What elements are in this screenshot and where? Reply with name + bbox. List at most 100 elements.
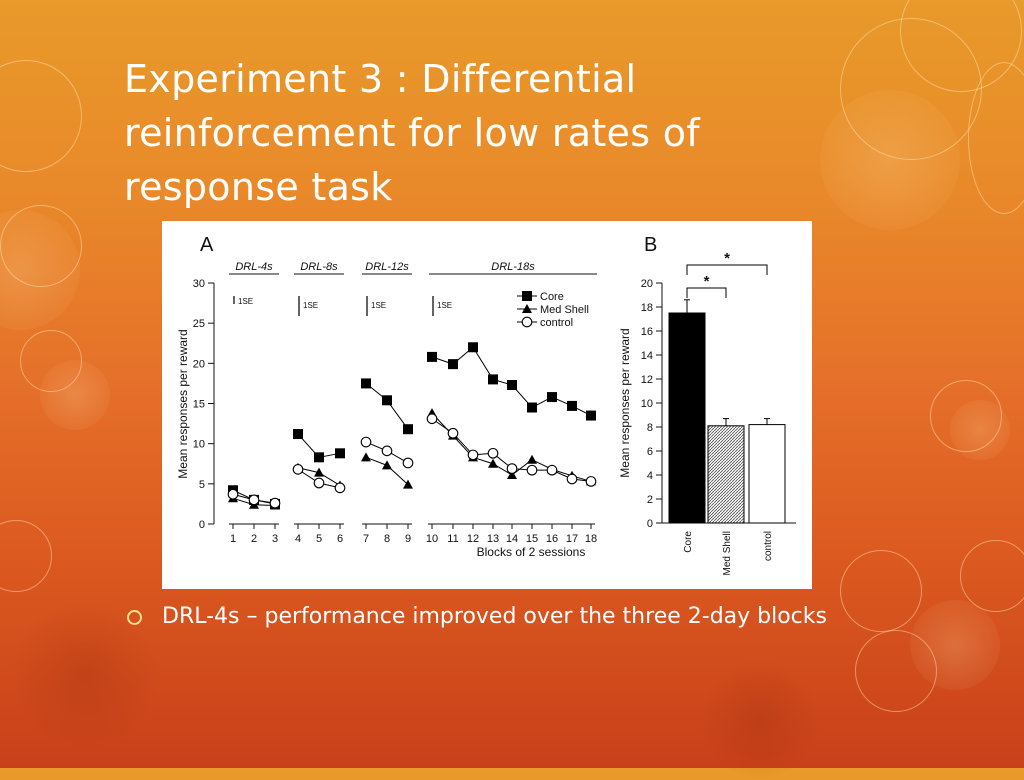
- marker-circle: [269, 497, 281, 509]
- marker-circle: [506, 463, 518, 474]
- marker-circle: [227, 488, 239, 500]
- marker-square: [468, 342, 478, 353]
- significance-star: *: [724, 250, 730, 267]
- marker-triangle: [527, 454, 537, 464]
- bullet-list: DRL-4s – performance improved over the t…: [124, 601, 884, 632]
- y-tick-label: 12: [641, 374, 653, 386]
- x-tick-label: 14: [506, 533, 518, 545]
- legend-label: Core: [540, 291, 564, 303]
- y-tick-label: 8: [647, 422, 653, 434]
- significance-star: *: [704, 273, 710, 290]
- error-bar-label: 1SE: [238, 297, 253, 306]
- marker-triangle: [361, 452, 371, 462]
- marker-circle: [381, 445, 393, 457]
- marker-square: [567, 400, 577, 411]
- marker-circle: [487, 447, 499, 459]
- marker-circle: [467, 449, 479, 461]
- y-tick-label: 10: [193, 439, 205, 451]
- y-tick-label: 20: [641, 278, 653, 290]
- bullet-text: DRL-4s – performance improved over the t…: [162, 604, 827, 629]
- marker-square: [527, 402, 537, 413]
- x-tick-label: 13: [487, 533, 499, 545]
- marker-square: [361, 378, 371, 389]
- y-tick-label: 2: [647, 494, 653, 506]
- panel-b-y-ticks: 0 2 4 6 8 10 12 14 16 18 20: [641, 278, 662, 530]
- panel-a-x-label: Blocks of 2 sessions: [477, 545, 586, 559]
- marker-square: [382, 395, 392, 406]
- y-tick-label: 14: [641, 350, 653, 362]
- panel-b-y-label: Mean responses per reward: [618, 328, 632, 477]
- x-tick-label: 18: [585, 533, 597, 545]
- legend-label: control: [540, 317, 573, 329]
- segment-label: DRL-8s: [300, 261, 338, 273]
- marker-square: [586, 410, 596, 421]
- marker-circle: [334, 482, 346, 494]
- x-tick-label: 6: [337, 533, 343, 545]
- legend-label: Med Shell: [540, 304, 589, 316]
- bar-control: [748, 424, 786, 524]
- x-tick-label: control: [763, 531, 774, 561]
- bullet-circle-icon: [127, 610, 142, 625]
- significance-bracket: [686, 264, 768, 275]
- bullet-item: DRL-4s – performance improved over the t…: [124, 601, 884, 632]
- y-tick-label: 10: [641, 398, 653, 410]
- x-tick-label: 1: [230, 533, 236, 545]
- marker-triangle: [488, 458, 498, 468]
- y-tick-label: 0: [199, 519, 205, 531]
- marker-triangle: [314, 467, 324, 477]
- x-tick-label: Core: [683, 531, 694, 553]
- error-bar-label: 1SE: [303, 301, 318, 310]
- marker-square: [488, 374, 498, 385]
- marker-circle: [426, 413, 438, 425]
- marker-triangle: [403, 479, 413, 489]
- series-core: [228, 342, 596, 509]
- y-tick-label: 25: [193, 318, 205, 330]
- y-tick-label: 30: [193, 278, 205, 290]
- panel-b-significance: **: [686, 250, 768, 298]
- y-tick-label: 5: [199, 479, 205, 491]
- segment-label: DRL-12s: [365, 261, 409, 273]
- y-tick-label: 16: [641, 326, 653, 338]
- y-tick-label: 20: [193, 358, 205, 370]
- marker-circle: [566, 473, 578, 485]
- panel-b-label: B: [644, 234, 657, 256]
- error-bar-label: 1SE: [437, 301, 452, 310]
- marker-circle: [526, 464, 538, 476]
- y-tick-label: 15: [193, 399, 205, 411]
- x-tick-label: 10: [426, 533, 438, 545]
- marker-square: [427, 351, 437, 362]
- marker-triangle: [382, 460, 392, 470]
- bar-core: [668, 312, 706, 524]
- panel-a-label: A: [200, 234, 214, 256]
- y-tick-label: 4: [647, 470, 653, 482]
- x-tick-label: 5: [316, 533, 322, 545]
- x-tick-label: 3: [272, 533, 278, 545]
- x-tick-label: Med Shell: [722, 531, 733, 575]
- marker-square: [314, 452, 324, 463]
- panel-a-series: [227, 342, 597, 510]
- marker-circle: [521, 316, 533, 328]
- x-tick-label: 2: [251, 533, 257, 545]
- marker-square: [448, 359, 458, 370]
- x-tick-label: 15: [526, 533, 538, 545]
- panel-a-x-axis: 1 2 3 4 5 6 7 8 9 10 11 12 13 14 15 16 17 18: [229, 523, 597, 545]
- marker-square: [335, 448, 345, 459]
- marker-triangle: [507, 469, 517, 479]
- segment-label: DRL-18s: [491, 261, 535, 273]
- x-tick-label: 4: [295, 533, 301, 545]
- x-tick-label: 7: [363, 533, 369, 545]
- marker-square: [293, 429, 303, 440]
- bar-med-shell: [707, 425, 745, 524]
- x-tick-label: 8: [384, 533, 390, 545]
- panel-a-segment-labels: DRL-4s DRL-8s DRL-12s DRL-18s: [229, 261, 597, 275]
- x-tick-label: 11: [447, 533, 458, 545]
- marker-circle: [402, 457, 414, 469]
- segment-label: DRL-4s: [235, 261, 273, 273]
- panel-b-bars: Core Med Shell control: [668, 299, 786, 575]
- x-tick-label: 17: [566, 533, 578, 545]
- series-line: [365, 383, 409, 430]
- y-tick-label: 0: [647, 518, 653, 530]
- marker-triangle: [522, 304, 532, 313]
- marker-circle: [546, 464, 558, 476]
